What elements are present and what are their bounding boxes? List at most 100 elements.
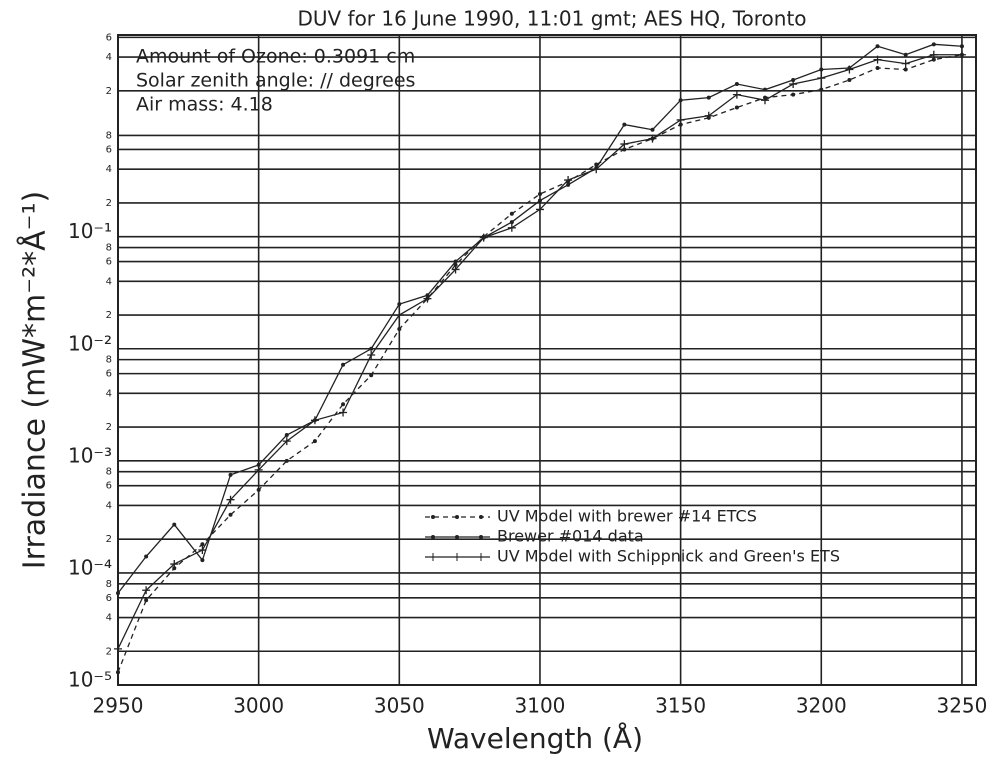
y-axis-label: Irradiance (mW*m⁻²*Å⁻¹) bbox=[17, 191, 53, 569]
annotation: Air mass: 4.18 bbox=[136, 94, 273, 116]
y-tick-label: 6 bbox=[106, 593, 112, 604]
point-marker bbox=[873, 55, 882, 64]
point-marker bbox=[732, 90, 741, 99]
point-marker bbox=[537, 198, 542, 203]
annotation: Amount of Ozone: 0.3091 cm bbox=[136, 46, 415, 68]
x-tick-label: 3250 bbox=[936, 694, 987, 718]
legend-marker bbox=[479, 535, 483, 539]
legend-label: UV Model with Schippnick and Green's ETS bbox=[497, 547, 840, 566]
point-marker bbox=[678, 98, 683, 103]
y-tick-label: 2 bbox=[106, 198, 112, 209]
y-tick-label: 10⁻² bbox=[68, 331, 112, 355]
point-marker bbox=[339, 408, 348, 417]
point-marker bbox=[903, 67, 908, 72]
point-marker bbox=[423, 294, 432, 303]
x-tick-label: 3050 bbox=[374, 694, 425, 718]
y-tick-label: 8 bbox=[106, 579, 112, 590]
point-marker bbox=[228, 472, 233, 477]
point-marker bbox=[170, 560, 179, 569]
y-tick-label: 10⁻¹ bbox=[68, 219, 112, 243]
point-marker bbox=[200, 558, 205, 563]
y-tick-label: 4 bbox=[106, 276, 112, 287]
y-tick-label: 8 bbox=[106, 355, 112, 366]
point-marker bbox=[142, 586, 151, 595]
point-marker bbox=[931, 57, 936, 62]
point-marker bbox=[395, 311, 404, 320]
x-axis-label: Wavelength (Å) bbox=[427, 721, 643, 755]
point-marker bbox=[369, 373, 374, 378]
point-marker bbox=[341, 402, 346, 407]
point-marker bbox=[341, 362, 346, 367]
point-marker bbox=[284, 458, 289, 463]
y-tick-label: 8 bbox=[106, 467, 112, 478]
y-tick-label: 6 bbox=[106, 369, 112, 380]
point-marker bbox=[114, 644, 122, 653]
point-marker bbox=[509, 211, 514, 216]
point-marker bbox=[763, 87, 768, 92]
x-tick-label: 3200 bbox=[796, 694, 847, 718]
point-marker bbox=[284, 433, 289, 438]
point-marker bbox=[791, 77, 796, 82]
legend-marker bbox=[455, 515, 459, 519]
point-marker bbox=[817, 74, 826, 83]
point-marker bbox=[226, 495, 235, 504]
y-tick-label: 8 bbox=[106, 243, 112, 254]
point-marker bbox=[734, 105, 739, 110]
y-tick-label: 2 bbox=[106, 646, 112, 657]
y-tick-label: 4 bbox=[106, 164, 112, 175]
point-marker bbox=[847, 77, 852, 82]
legend-marker bbox=[453, 553, 461, 561]
y-tick-label: 2 bbox=[106, 86, 112, 97]
y-tick-label: 4 bbox=[106, 613, 112, 624]
legend-marker bbox=[431, 535, 435, 539]
point-marker bbox=[903, 52, 908, 57]
point-marker bbox=[282, 437, 291, 446]
y-tick-label: 10⁻⁵ bbox=[68, 668, 112, 692]
y-tick-label: 8 bbox=[106, 130, 112, 141]
point-marker bbox=[116, 670, 120, 675]
legend-marker bbox=[429, 553, 437, 561]
legend-marker bbox=[479, 515, 483, 519]
point-marker bbox=[620, 140, 629, 149]
y-tick-label: 4 bbox=[106, 388, 112, 399]
x-tick-label: 3100 bbox=[515, 694, 566, 718]
y-tick-label: 6 bbox=[106, 32, 112, 43]
point-marker bbox=[200, 542, 205, 547]
x-tick-label: 2950 bbox=[93, 694, 144, 718]
point-marker bbox=[676, 115, 685, 124]
point-marker bbox=[312, 439, 317, 444]
y-tick-label: 2 bbox=[106, 422, 112, 433]
point-marker bbox=[901, 59, 910, 68]
point-marker bbox=[172, 522, 177, 527]
y-tick-label: 6 bbox=[106, 144, 112, 155]
point-marker bbox=[537, 192, 542, 197]
point-marker bbox=[819, 87, 824, 92]
legend-marker bbox=[477, 553, 485, 561]
x-tick-label: 3150 bbox=[655, 694, 706, 718]
point-marker bbox=[116, 591, 120, 596]
point-marker bbox=[535, 205, 544, 214]
point-marker bbox=[648, 134, 657, 143]
y-tick-label: 4 bbox=[106, 52, 112, 63]
point-marker bbox=[592, 165, 601, 174]
point-marker bbox=[369, 346, 374, 351]
point-marker bbox=[172, 566, 177, 571]
y-tick-label: 2 bbox=[106, 310, 112, 321]
point-marker bbox=[509, 220, 514, 225]
point-marker bbox=[144, 554, 149, 559]
legend-label: Brewer #014 data bbox=[497, 527, 644, 546]
point-marker bbox=[256, 487, 261, 492]
point-marker bbox=[451, 265, 460, 274]
point-marker bbox=[256, 462, 261, 467]
point-marker bbox=[789, 80, 798, 89]
point-marker bbox=[144, 598, 149, 603]
point-marker bbox=[650, 127, 655, 132]
y-tick-label: 10⁻⁴ bbox=[68, 555, 112, 579]
point-marker bbox=[453, 262, 458, 267]
x-tick-label: 3000 bbox=[233, 694, 284, 718]
point-marker bbox=[845, 65, 854, 74]
point-marker bbox=[706, 95, 711, 100]
point-marker bbox=[479, 233, 488, 242]
point-marker bbox=[929, 50, 938, 59]
